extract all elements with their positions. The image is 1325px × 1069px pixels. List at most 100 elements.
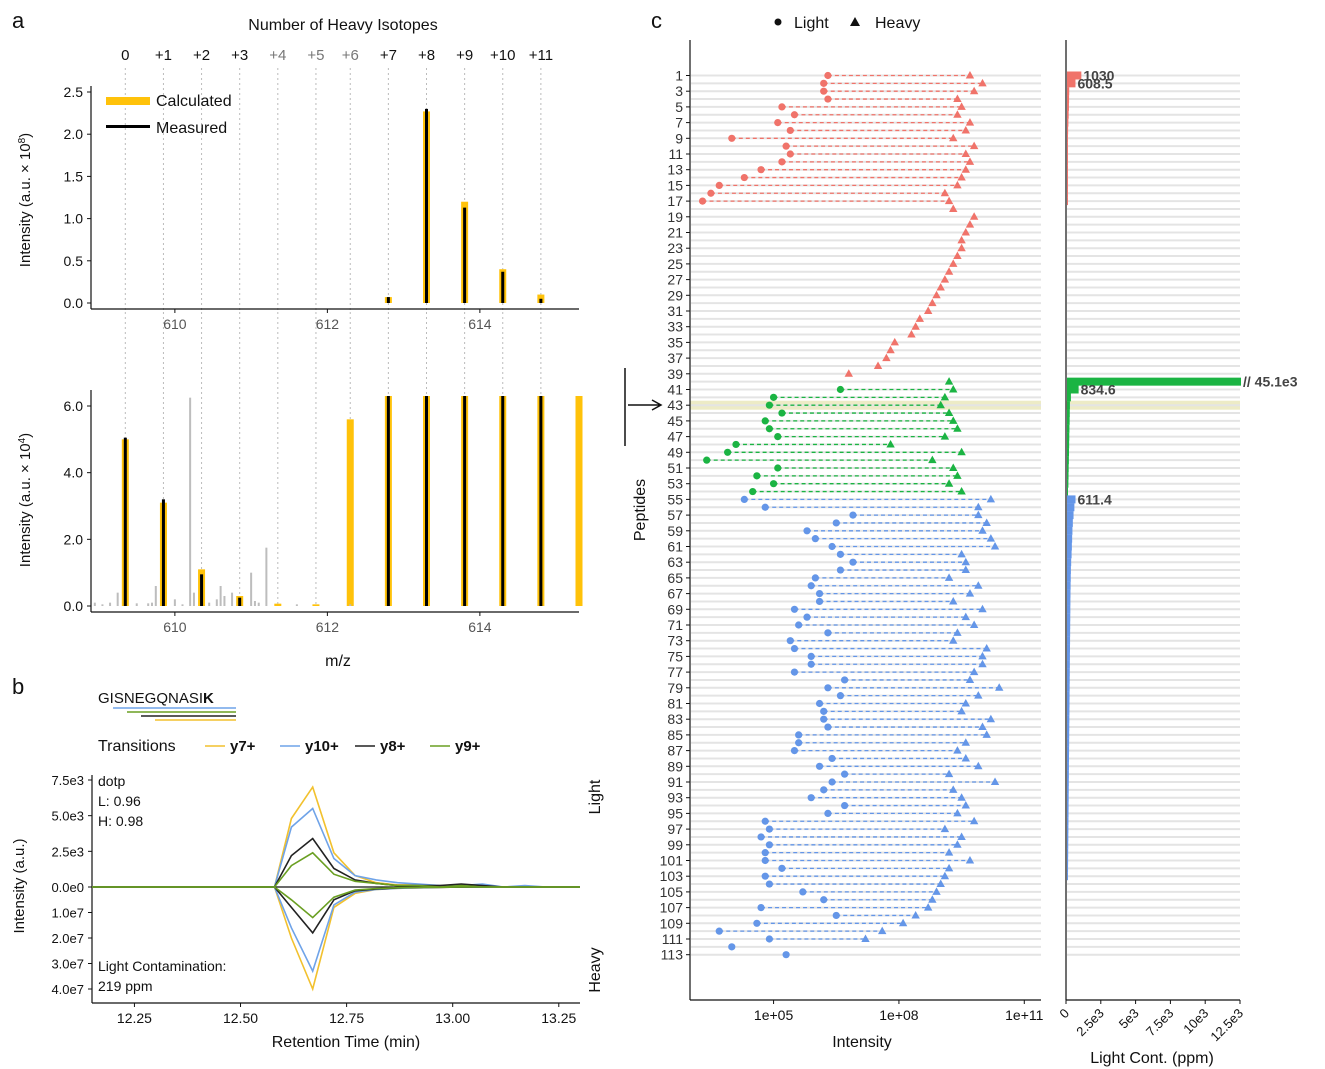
contamination-bar bbox=[1067, 416, 1070, 425]
heavy-point bbox=[957, 235, 966, 244]
light-point bbox=[749, 487, 757, 496]
bar-value-label: // 45.1e3 bbox=[1243, 374, 1298, 390]
y-tick-label: 81 bbox=[667, 696, 683, 712]
light-point bbox=[803, 527, 811, 535]
contamination-label: Light Contamination: bbox=[98, 958, 226, 974]
background-peak bbox=[109, 602, 112, 606]
heavy-point bbox=[940, 275, 950, 283]
light-point bbox=[715, 927, 723, 935]
heavy-point bbox=[928, 455, 937, 464]
heavy-point bbox=[969, 212, 979, 220]
x-tick-label: 12.25 bbox=[117, 1010, 152, 1026]
light-point bbox=[849, 558, 857, 566]
light-point bbox=[836, 566, 845, 574]
isotope-label: +11 bbox=[529, 47, 553, 64]
contamination-bar bbox=[1067, 730, 1070, 739]
calculated-bar bbox=[575, 396, 583, 606]
light-point bbox=[703, 456, 711, 464]
y-tick-label: 0.5 bbox=[64, 253, 84, 269]
heavy-point bbox=[886, 345, 895, 354]
heavy-point bbox=[957, 102, 966, 110]
heavy-point bbox=[949, 596, 958, 605]
background-peak bbox=[295, 604, 298, 606]
contamination-bar bbox=[1067, 150, 1068, 158]
heavy-point bbox=[965, 856, 975, 864]
background-peak bbox=[101, 604, 104, 606]
y-tick-label: 5.0e3 bbox=[51, 809, 84, 824]
transition-legend-label: y10+ bbox=[305, 738, 339, 755]
x-tick-label: 12.75 bbox=[329, 1010, 364, 1026]
heavy-point bbox=[957, 447, 966, 456]
contamination-bar bbox=[1067, 589, 1071, 598]
heavy-point bbox=[953, 251, 962, 260]
light-point bbox=[824, 684, 832, 692]
transition-trace-heavy bbox=[92, 886, 580, 935]
light-point bbox=[828, 754, 836, 763]
dotp-heavy: H: 0.98 bbox=[98, 813, 143, 829]
contamination-bar bbox=[1067, 832, 1069, 841]
contamination-bar bbox=[1067, 644, 1070, 653]
transition-legend-label: y8+ bbox=[380, 738, 406, 755]
x-tick-label: 13.25 bbox=[541, 1010, 576, 1026]
heavy-point bbox=[961, 557, 970, 566]
y-tick-label: 59 bbox=[667, 523, 683, 539]
contamination-bar bbox=[1067, 550, 1072, 559]
y-tick-label: 17 bbox=[667, 193, 683, 209]
light-point bbox=[761, 872, 769, 880]
background-peak bbox=[189, 397, 192, 606]
heavy-point bbox=[961, 565, 970, 574]
background-peak bbox=[93, 602, 96, 606]
isotope-label: +6 bbox=[342, 47, 359, 64]
light-point bbox=[778, 158, 786, 166]
isotope-axis-title: Number of Heavy Isotopes bbox=[248, 17, 437, 34]
background-peak bbox=[223, 596, 226, 606]
light-point bbox=[778, 409, 786, 417]
heavy-point bbox=[940, 392, 950, 401]
contamination-bar bbox=[1067, 189, 1068, 198]
heavy-point bbox=[928, 298, 937, 307]
contamination-bar bbox=[1067, 511, 1074, 520]
y-tick-label: 0.0 bbox=[64, 598, 84, 614]
contamination-bar bbox=[1067, 401, 1070, 410]
contamination-bar bbox=[1067, 126, 1069, 135]
contamination-bar bbox=[1067, 754, 1070, 763]
contamination-bar bbox=[1067, 495, 1076, 504]
light-point bbox=[790, 644, 799, 653]
light-point bbox=[820, 87, 828, 95]
contamination-bar bbox=[1067, 699, 1070, 708]
background-peak bbox=[253, 601, 256, 606]
heavy-point bbox=[940, 188, 950, 197]
y-tick-label: 53 bbox=[667, 476, 683, 492]
y-tick-label: 2.5 bbox=[64, 84, 84, 100]
x-tick-label: 1e+08 bbox=[879, 1007, 919, 1023]
contamination-bar bbox=[1067, 173, 1068, 182]
contamination-bar bbox=[1067, 825, 1069, 834]
legend-light-marker bbox=[774, 18, 782, 26]
light-point bbox=[811, 535, 819, 543]
transition-trace-heavy bbox=[92, 886, 580, 919]
light-point bbox=[832, 519, 840, 527]
background-peak bbox=[135, 603, 138, 606]
heavy-point bbox=[974, 510, 983, 519]
panel-b: b GISNEGQNASIK Transitions y7+ y10+ y8+ y9+… bbox=[11, 674, 604, 1051]
y-tick-label: 41 bbox=[667, 382, 683, 398]
heavy-point bbox=[923, 903, 933, 911]
heavy-point bbox=[982, 644, 991, 652]
y-tick-label: 71 bbox=[667, 617, 683, 633]
contamination-bar bbox=[1067, 793, 1069, 802]
isotope-label: 0 bbox=[121, 47, 129, 64]
heavy-point bbox=[907, 330, 916, 338]
background-peak bbox=[154, 586, 157, 606]
contamination-bar bbox=[1067, 157, 1068, 166]
light-point bbox=[832, 911, 840, 920]
light-point bbox=[724, 448, 732, 456]
heavy-point bbox=[965, 589, 975, 597]
contamination-bar bbox=[1067, 872, 1068, 881]
calculated-bar bbox=[274, 603, 282, 606]
contamination-bar bbox=[1067, 636, 1071, 645]
chart-a-bottom: 0.0 2.0 4.0 6.0 610 612 614 bbox=[64, 390, 583, 635]
heavy-point bbox=[932, 887, 941, 895]
y-tick-label: 29 bbox=[667, 287, 683, 303]
background-peak bbox=[151, 602, 153, 606]
y-tick-label: 47 bbox=[667, 429, 683, 445]
